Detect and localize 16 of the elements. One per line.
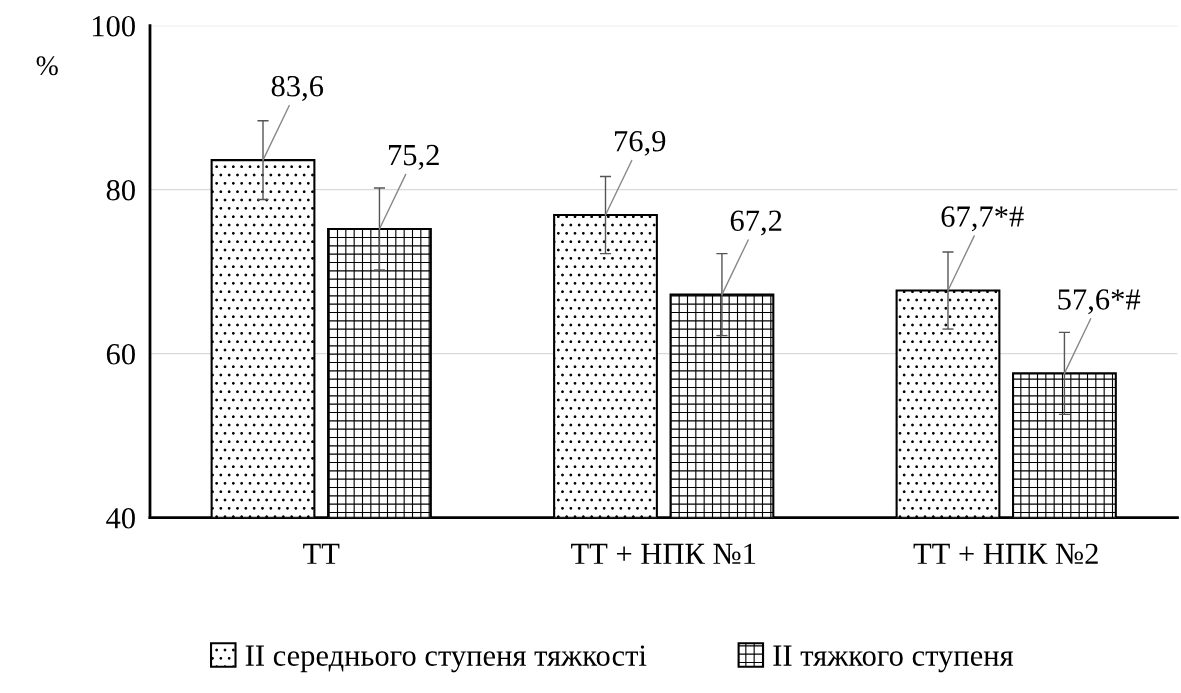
data-label: 67,7*#: [941, 206, 1024, 232]
x-tick-label: ТТ + НПК №2: [913, 543, 1098, 564]
x-tick-label: ТТ: [303, 543, 340, 564]
legend-label: ІІ середнього ступеня тяжкості: [245, 645, 647, 673]
y-tick-label: 40: [106, 507, 135, 529]
legend-label: ІІ тяжкого ступеня: [773, 645, 1014, 673]
y-tick-label: 100: [92, 15, 135, 37]
data-label: 67,2: [730, 210, 782, 236]
data-label: 83,6: [271, 75, 324, 101]
data-label: 57,6*#: [1058, 289, 1141, 315]
y-tick-label: 60: [106, 343, 135, 365]
y-axis-title: %: [36, 56, 58, 76]
data-label: 76,9: [615, 130, 666, 156]
y-tick-label: 80: [106, 179, 135, 201]
x-tick-label: ТТ + НПК №1: [571, 543, 756, 564]
data-label: 75,2: [388, 144, 439, 170]
